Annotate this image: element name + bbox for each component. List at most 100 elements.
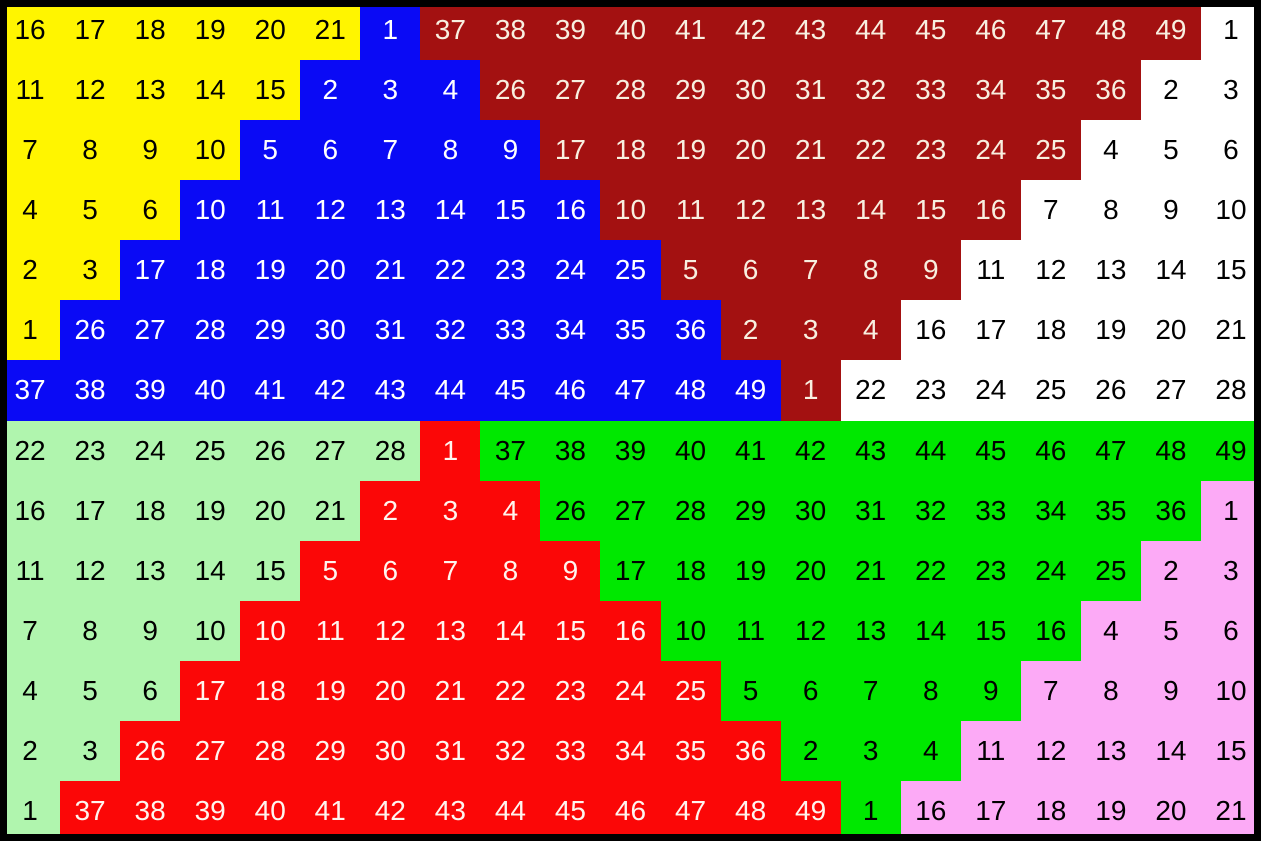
grid-cell: 38 [120, 780, 181, 841]
grid-cell: 27 [120, 300, 181, 361]
grid-cell: 24 [540, 240, 601, 301]
grid-cell: 5 [300, 540, 361, 601]
grid-cell: 11 [660, 180, 721, 241]
grid-cell: 33 [900, 60, 961, 121]
grid-cell: 41 [720, 420, 781, 481]
grid-cell: 35 [600, 300, 661, 361]
grid-cell: 23 [900, 360, 961, 421]
grid-cell: 24 [120, 420, 181, 481]
grid-cell: 34 [1020, 480, 1081, 541]
grid-cell: 6 [780, 660, 841, 721]
grid-cell: 23 [540, 660, 601, 721]
grid-cell: 21 [300, 480, 361, 541]
grid-cell: 29 [300, 720, 361, 781]
grid-cell: 1 [0, 780, 61, 841]
grid-cell: 13 [420, 600, 481, 661]
grid-cell: 31 [420, 720, 481, 781]
grid-cell: 21 [1200, 780, 1261, 841]
grid-cell: 3 [1200, 540, 1261, 601]
grid-cell: 34 [540, 300, 601, 361]
grid-cell: 12 [300, 180, 361, 241]
grid-cell: 41 [240, 360, 301, 421]
grid-cell: 26 [1080, 360, 1141, 421]
grid-cell: 21 [1200, 300, 1261, 361]
grid-cell: 47 [660, 780, 721, 841]
grid-cell: 46 [540, 360, 601, 421]
grid-cell: 9 [120, 120, 181, 181]
grid-cell: 41 [300, 780, 361, 841]
grid-cell: 20 [1140, 780, 1201, 841]
grid-cell: 18 [660, 540, 721, 601]
grid-cell: 49 [1140, 0, 1201, 61]
grid-cell: 5 [660, 240, 721, 301]
grid-cell: 6 [360, 540, 421, 601]
grid-cell: 7 [780, 240, 841, 301]
grid-cell: 21 [780, 120, 841, 181]
grid-cell: 19 [1080, 300, 1141, 361]
grid-cell: 25 [180, 420, 241, 481]
grid-cell: 8 [1080, 660, 1141, 721]
grid-cell: 37 [60, 780, 121, 841]
grid-cell: 49 [780, 780, 841, 841]
grid-cell: 23 [60, 420, 121, 481]
grid-cell: 23 [480, 240, 541, 301]
grid-cell: 43 [360, 360, 421, 421]
grid-cell: 3 [420, 480, 481, 541]
grid-cell: 23 [960, 540, 1021, 601]
grid-cell: 44 [840, 0, 901, 61]
grid-cell: 39 [600, 420, 661, 481]
grid-cell: 2 [1140, 60, 1201, 121]
grid-cell: 14 [1140, 240, 1201, 301]
grid-cell: 22 [840, 360, 901, 421]
grid-cell: 12 [720, 180, 781, 241]
grid-cell: 16 [960, 180, 1021, 241]
grid-cell: 17 [540, 120, 601, 181]
grid-cell: 32 [480, 720, 541, 781]
grid-cell: 49 [1200, 420, 1261, 481]
grid-cell: 37 [420, 0, 481, 61]
grid-cell: 2 [360, 480, 421, 541]
grid-cell: 18 [240, 660, 301, 721]
grid-cell: 6 [1200, 120, 1261, 181]
grid-cell: 18 [1020, 780, 1081, 841]
grid-cell: 43 [840, 420, 901, 481]
grid-cell: 28 [600, 60, 661, 121]
grid-cell: 5 [1140, 120, 1201, 181]
grid-cell: 31 [780, 60, 841, 121]
grid-cell: 40 [180, 360, 241, 421]
grid-cell: 26 [540, 480, 601, 541]
grid-cell: 19 [180, 0, 241, 61]
grid-cell: 8 [60, 600, 121, 661]
grid-cell: 27 [600, 480, 661, 541]
grid-cell: 17 [600, 540, 661, 601]
grid-cell: 3 [60, 720, 121, 781]
grid-cell: 28 [240, 720, 301, 781]
grid-cell: 26 [240, 420, 301, 481]
grid-cell: 2 [1140, 540, 1201, 601]
grid-cell: 4 [420, 60, 481, 121]
grid-cell: 33 [540, 720, 601, 781]
grid-cell: 42 [360, 780, 421, 841]
grid-cell: 39 [180, 780, 241, 841]
grid-cell: 22 [840, 120, 901, 181]
grid-cell: 8 [420, 120, 481, 181]
grid-cell: 27 [540, 60, 601, 121]
grid-cell: 9 [960, 660, 1021, 721]
grid-cell: 32 [420, 300, 481, 361]
grid-cell: 29 [240, 300, 301, 361]
grid-cell: 39 [540, 0, 601, 61]
grid-cell: 15 [1200, 240, 1261, 301]
grid-cell: 9 [900, 240, 961, 301]
grid-cell: 33 [480, 300, 541, 361]
grid-cell: 20 [780, 540, 841, 601]
grid-cell: 31 [360, 300, 421, 361]
grid-cell: 20 [240, 0, 301, 61]
grid-cell: 40 [600, 0, 661, 61]
grid-cell: 32 [840, 60, 901, 121]
grid-cell: 36 [720, 720, 781, 781]
grid-cell: 16 [600, 600, 661, 661]
grid-cell: 24 [960, 120, 1021, 181]
grid-cell: 17 [960, 300, 1021, 361]
grid-cell: 4 [840, 300, 901, 361]
